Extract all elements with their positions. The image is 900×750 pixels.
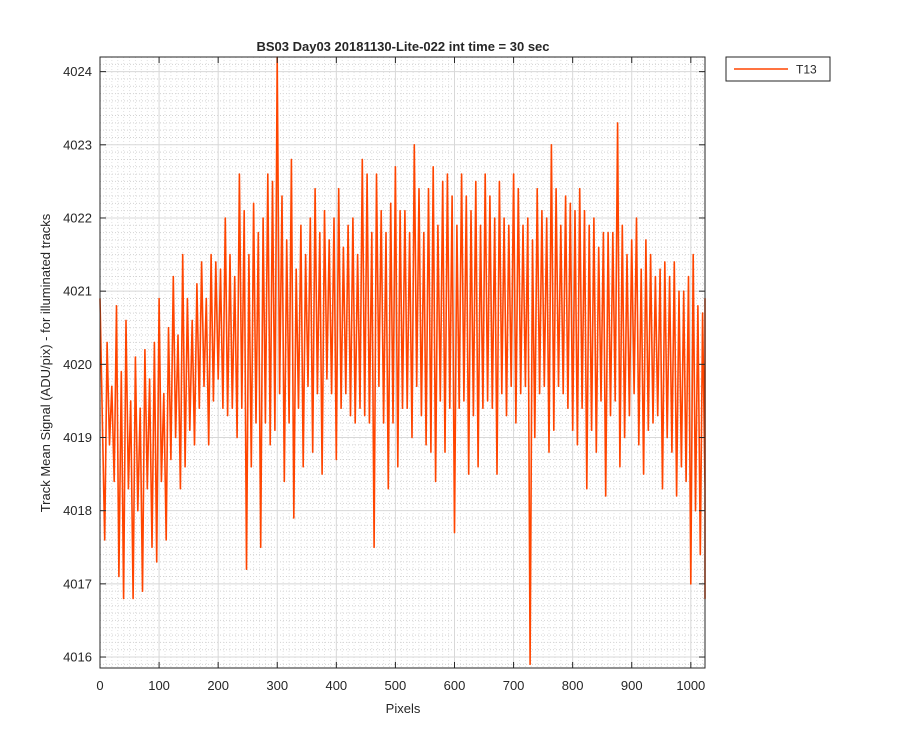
- x-tick-label: 500: [385, 678, 407, 693]
- y-tick-label: 4018: [63, 503, 92, 518]
- axes-box: [99, 56, 706, 669]
- x-tick-label: 200: [207, 678, 229, 693]
- x-tick-label: 800: [562, 678, 584, 693]
- y-tick-label: 4017: [63, 576, 92, 591]
- y-tick-label: 4021: [63, 284, 92, 299]
- chart-title: BS03 Day03 20181130-Lite-022 int time = …: [256, 39, 549, 54]
- y-tick-label: 4022: [63, 210, 92, 225]
- legend-label: T13: [796, 63, 817, 77]
- x-axis-label: Pixels: [386, 701, 421, 716]
- x-tick-label: 600: [444, 678, 466, 693]
- axis-ticks: [99, 57, 705, 668]
- x-tick-label: 0: [96, 678, 103, 693]
- y-tick-label: 4024: [63, 64, 92, 79]
- x-tick-label: 900: [621, 678, 643, 693]
- y-tick-label: 4020: [63, 357, 92, 372]
- y-axis-label: Track Mean Signal (ADU/pix) - for illumi…: [38, 213, 53, 512]
- x-tick-label: 1000: [676, 678, 705, 693]
- y-tick-label: 4019: [63, 430, 92, 445]
- data-series-group: [99, 56, 706, 666]
- x-tick-label: 300: [266, 678, 288, 693]
- series-line-t13: [99, 56, 706, 666]
- legend: T13: [725, 56, 831, 82]
- axis-tick-labels: 0 100 200 300 400 500 600 700 800 900 1000 4016 4017…: [63, 64, 705, 693]
- x-tick-label: 400: [325, 678, 347, 693]
- y-tick-label: 4023: [63, 137, 92, 152]
- y-tick-label: 4016: [63, 650, 92, 665]
- x-tick-label: 100: [148, 678, 170, 693]
- x-tick-label: 700: [503, 678, 525, 693]
